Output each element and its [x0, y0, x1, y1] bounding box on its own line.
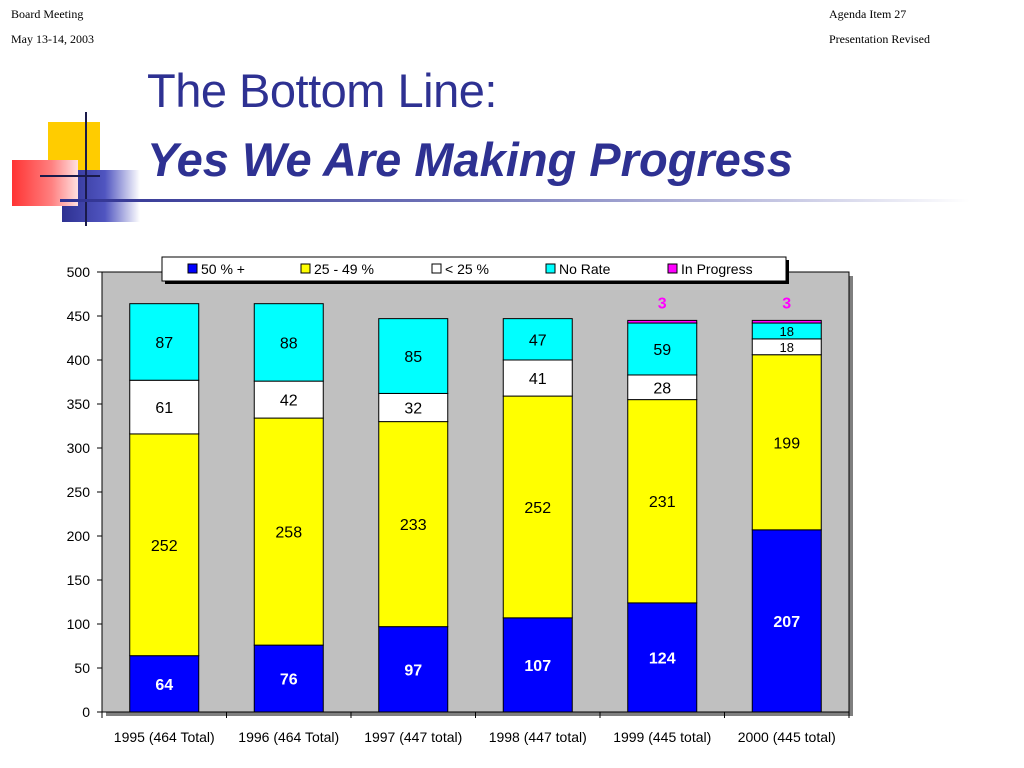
plot-area: [101, 271, 850, 713]
y-tick-label: 350: [67, 396, 91, 412]
data-label: 231: [649, 494, 676, 511]
data-label: 3: [658, 295, 667, 312]
data-label: 59: [653, 342, 671, 359]
logo-horizontal-line: [40, 175, 100, 177]
data-label: 28: [653, 380, 671, 397]
data-label: 85: [404, 349, 422, 366]
legend-swatch: [545, 263, 556, 274]
data-label: 124: [649, 650, 676, 667]
header-meeting: Board Meeting: [11, 7, 84, 21]
data-label: 107: [524, 658, 551, 675]
bar-segment: [253, 303, 324, 382]
data-label: 199: [773, 435, 800, 452]
bar-segment: [502, 318, 573, 361]
data-label: 61: [155, 400, 173, 417]
data-label: 258: [275, 525, 302, 542]
y-tick-label: 50: [74, 660, 90, 676]
legend-entry: 50 % +: [201, 261, 245, 277]
data-label: 233: [400, 517, 427, 534]
bar-segment: [751, 319, 822, 324]
legend-entry: < 25 %: [445, 261, 489, 277]
bar-segment: [502, 359, 573, 397]
x-tick-label: 2000 (445 total): [738, 729, 836, 745]
data-label: 32: [404, 401, 422, 418]
x-tick-label: 1995 (464 Total): [114, 729, 215, 745]
legend-entry: 25 - 49 %: [314, 261, 374, 277]
bar-segment: [253, 644, 324, 713]
x-tick-label: 1997 (447 total): [364, 729, 462, 745]
bar-segment: [502, 617, 573, 713]
bar-segment: [627, 374, 698, 401]
bar-segment: [627, 322, 698, 376]
slide-subtitle: Yes We Are Making Progress: [147, 133, 794, 186]
bar-segment: [129, 655, 200, 713]
y-tick-label: 400: [67, 352, 91, 368]
data-label: 18: [780, 324, 794, 339]
bar-segment: [751, 529, 822, 713]
data-label: 42: [280, 393, 298, 410]
bar-segment: [502, 395, 573, 619]
data-label: 252: [151, 538, 178, 555]
title-underline: [60, 199, 970, 202]
data-label: 18: [780, 340, 794, 355]
data-label: 88: [280, 335, 298, 352]
y-tick-label: 150: [67, 572, 91, 588]
bar-segment: [253, 380, 324, 419]
data-label: 47: [529, 332, 547, 349]
legend-swatch: [667, 263, 678, 274]
legend-swatch: [300, 263, 311, 274]
legend-entry: No Rate: [559, 261, 611, 277]
logo-vertical-line: [85, 112, 87, 226]
header-date: May 13-14, 2003: [11, 32, 94, 46]
bar-segment: [129, 433, 200, 657]
bar-segment: [378, 392, 449, 423]
x-tick-label: 1999 (445 total): [613, 729, 711, 745]
x-tick-label: 1998 (447 total): [489, 729, 587, 745]
data-label: 97: [404, 662, 422, 679]
y-tick-label: 500: [67, 264, 91, 280]
bar-segment: [129, 303, 200, 381]
legend-swatch: [187, 263, 198, 274]
legend-entry: In Progress: [681, 261, 753, 277]
bar-segment: [627, 319, 698, 324]
y-tick-label: 450: [67, 308, 91, 324]
data-label: 207: [773, 614, 800, 631]
bar-segment: [378, 421, 449, 628]
bar-segment: [751, 354, 822, 531]
bar-segment: [129, 379, 200, 435]
data-label: 41: [529, 371, 547, 388]
bar-segment: [378, 318, 449, 394]
data-label: 252: [524, 500, 551, 517]
x-tick-label: 1996 (464 Total): [238, 729, 339, 745]
legend: [161, 256, 787, 282]
y-tick-label: 300: [67, 440, 91, 456]
bar-segment: [627, 602, 698, 713]
data-label: 3: [782, 295, 791, 312]
data-label: 87: [155, 335, 173, 352]
y-tick-label: 200: [67, 528, 91, 544]
header-revision: Presentation Revised: [829, 32, 930, 46]
data-label: 64: [155, 677, 173, 694]
data-label: 76: [280, 672, 298, 689]
y-tick-label: 250: [67, 484, 91, 500]
logo-red-block: [12, 160, 78, 206]
slide-title: The Bottom Line:: [147, 64, 497, 117]
legend-swatch: [431, 263, 442, 274]
y-tick-label: 100: [67, 616, 91, 632]
header-agenda-item: Agenda Item 27: [829, 7, 907, 21]
y-tick-label: 0: [82, 704, 90, 720]
